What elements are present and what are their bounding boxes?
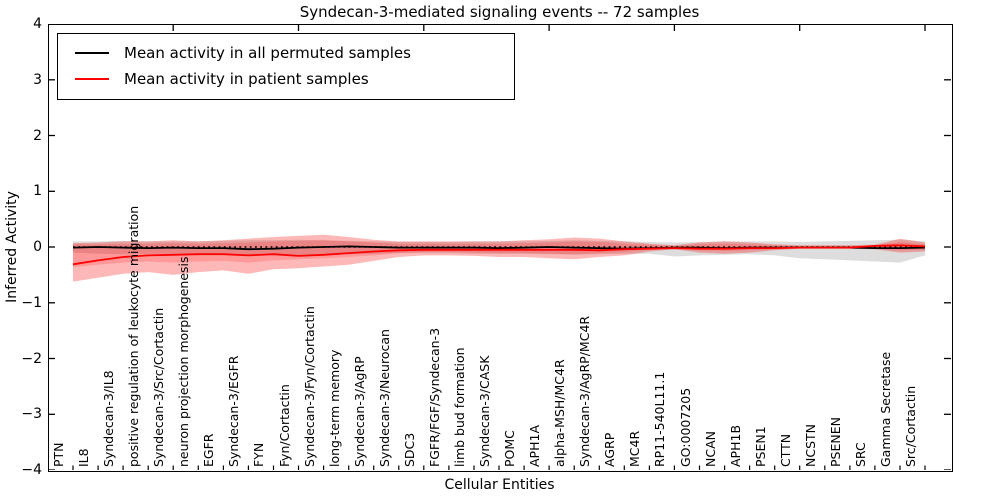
- y-tick-label: −3: [21, 406, 42, 423]
- band-permuted-range: [72, 239, 925, 263]
- chart-title: Syndecan-3-mediated signaling events -- …: [299, 3, 700, 21]
- x-category-label: NCAN: [702, 431, 718, 467]
- x-category-label: Syndecan-3/Neurocan: [376, 329, 392, 467]
- y-tick-label: −4: [21, 462, 42, 478]
- x-category-label: APH1B: [727, 424, 743, 467]
- legend-item: Mean activity in patient samples: [58, 66, 514, 92]
- x-category-label: long-term memory: [326, 349, 342, 467]
- x-category-label: Gamma Secretase: [877, 351, 893, 467]
- y-tick-label: 1: [33, 183, 42, 200]
- permuted-line-swatch-icon: [75, 52, 109, 54]
- x-axis-label: Cellular Entities: [444, 477, 555, 493]
- y-tick-label: 2: [33, 127, 42, 144]
- x-category-label: Syndecan-3/Src/Cortactin: [151, 307, 167, 467]
- x-category-label: Syndecan-3/EGFR: [226, 355, 242, 467]
- x-category-label: POMC: [502, 430, 518, 467]
- y-tick-label: −2: [21, 350, 42, 367]
- x-category-label: SRC: [852, 442, 868, 467]
- x-category-label: neuron projection morphogenesis: [176, 256, 192, 467]
- x-category-label: Syndecan-3/IL8: [101, 370, 117, 467]
- x-category-label: PSEN1: [752, 426, 768, 467]
- legend-item: Mean activity in all permuted samples: [58, 40, 514, 66]
- patient-line-swatch-icon: [75, 78, 109, 80]
- x-category-label: FGFR/FGF/Syndecan-3: [426, 327, 442, 467]
- legend: Mean activity in all permuted samples Me…: [57, 33, 515, 100]
- x-category-label: IL8: [76, 448, 92, 467]
- x-category-label: EGFR: [201, 433, 217, 467]
- x-category-label: PSENEN: [827, 417, 843, 467]
- x-category-label: positive regulation of leukocyte migrati…: [126, 205, 142, 467]
- x-category-label: RP11-540L11.1: [652, 371, 668, 467]
- x-category-label: GO:0007205: [677, 387, 693, 467]
- x-category-label: CTTN: [777, 433, 793, 467]
- x-category-label: Fyn/Cortactin: [276, 384, 292, 467]
- y-tick-label: 4: [33, 16, 42, 32]
- series-line-patient: [72, 243, 925, 265]
- y-tick-label: −1: [21, 294, 42, 311]
- x-category-label: AGRP: [602, 432, 618, 467]
- x-category-label: PTN: [51, 442, 66, 467]
- legend-label: Mean activity in all permuted samples: [124, 44, 411, 62]
- x-category-label: FYN: [251, 442, 267, 467]
- x-category-label: Syndecan-3/Fyn/Cortactin: [301, 306, 317, 467]
- chart-canvas: [47, 23, 951, 470]
- x-category-label: alpha-MSH/MC4R: [552, 359, 568, 467]
- x-category-label: Src/Cortactin: [903, 385, 919, 467]
- x-category-label: Syndecan-3/AgRP: [351, 356, 367, 467]
- band-patient-outer: [72, 234, 925, 282]
- legend-label: Mean activity in patient samples: [124, 70, 369, 88]
- y-tick-label: 3: [33, 71, 42, 88]
- x-category-label: Syndecan-3/CASK: [477, 355, 493, 467]
- x-category-label: Syndecan-3/AgRP/MC4R: [577, 315, 593, 467]
- y-tick-label: 0: [33, 239, 42, 255]
- x-category-label: limb bud formation: [451, 347, 467, 467]
- x-category-label: NCSTN: [802, 424, 818, 467]
- x-category-label: MC4R: [627, 430, 643, 467]
- x-category-label: APH1A: [527, 425, 543, 467]
- x-category-label: SDC3: [401, 432, 417, 467]
- plot-area: [47, 23, 953, 472]
